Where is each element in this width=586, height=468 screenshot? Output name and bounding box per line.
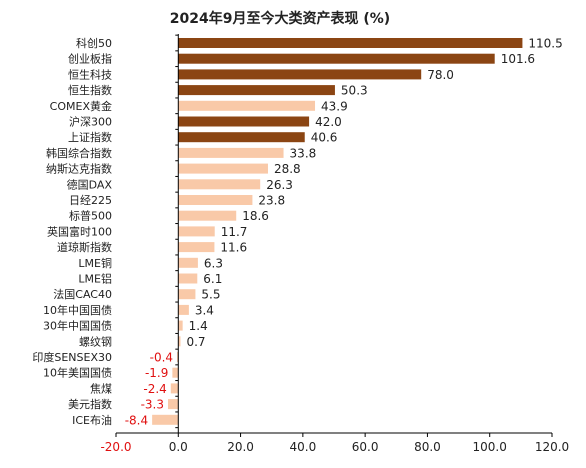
- value-label: 1.4: [189, 319, 208, 333]
- bar: [178, 147, 284, 158]
- value-label: -2.4: [143, 382, 166, 396]
- value-label: 43.9: [321, 99, 348, 113]
- bar: [178, 116, 310, 127]
- category-label: 日经225: [69, 194, 112, 207]
- value-label: -0.4: [150, 351, 173, 365]
- bar: [152, 414, 179, 425]
- value-label: 110.5: [528, 37, 562, 51]
- bar: [178, 320, 183, 331]
- x-tick-label: 120.0: [535, 440, 569, 454]
- bar: [178, 289, 196, 300]
- value-label: 11.6: [220, 241, 247, 255]
- bar: [178, 85, 335, 96]
- category-label: 英国富时100: [47, 224, 112, 238]
- bar: [178, 38, 523, 48]
- bar: [178, 336, 181, 347]
- bar: [178, 53, 495, 64]
- category-label: 螺纹钢: [79, 334, 112, 348]
- category-label: 10年美国国债: [43, 366, 112, 380]
- value-label: 26.3: [266, 178, 293, 192]
- bar: [178, 132, 305, 143]
- value-label: 28.8: [274, 162, 301, 176]
- category-label: 科创50: [76, 36, 112, 50]
- chart-title: 2024年9月至今大类资产表现 (%): [170, 10, 390, 27]
- category-label: 标普500: [69, 209, 112, 223]
- category-label: 德国DAX: [67, 177, 113, 191]
- value-label: 5.5: [201, 288, 220, 302]
- value-label: 78.0: [427, 68, 454, 82]
- bar: [177, 352, 179, 362]
- bar: [178, 304, 189, 315]
- category-label: LME铜: [78, 256, 112, 270]
- category-label: 道琼斯指数: [57, 240, 112, 254]
- bar: [178, 242, 215, 253]
- bar: [178, 163, 268, 174]
- category-label: 韩国综合指数: [46, 146, 112, 160]
- category-label: 法国CAC40: [53, 287, 112, 301]
- x-tick-label: 100.0: [473, 440, 507, 454]
- bar: [178, 273, 198, 284]
- value-label: 101.6: [501, 52, 535, 66]
- value-label: 40.6: [311, 131, 338, 145]
- value-label: 11.7: [221, 225, 248, 239]
- x-tick-label: 0.0: [169, 440, 188, 454]
- bar: [178, 257, 198, 268]
- category-label: COMEX黄金: [50, 99, 112, 113]
- category-label: ICE布油: [72, 413, 112, 427]
- category-label: 沪深300: [69, 115, 112, 129]
- bar: [178, 179, 261, 190]
- bar: [172, 367, 179, 378]
- axes-group: -20.0 0.0 20.0 40.0 60.0 80.0 100.0 120.0: [100, 34, 569, 454]
- value-label: 50.3: [341, 84, 368, 98]
- value-label: -1.9: [145, 366, 168, 380]
- x-tick-label: 20.0: [227, 440, 254, 454]
- category-label: 10年中国国债: [43, 303, 112, 317]
- category-label: 30年中国国债: [43, 319, 112, 333]
- value-label: 42.0: [315, 115, 342, 129]
- bar: [178, 100, 316, 111]
- category-label: 恒生指数: [68, 83, 112, 97]
- bar: [178, 226, 215, 237]
- bar: [178, 69, 422, 80]
- category-label: 上证指数: [68, 130, 112, 144]
- value-label: 6.1: [203, 272, 222, 286]
- bar: [170, 383, 179, 394]
- category-label: 创业板指: [68, 52, 112, 66]
- x-tick-label: 60.0: [352, 440, 379, 454]
- bar: [178, 195, 253, 205]
- value-label: -8.4: [125, 413, 148, 427]
- category-label: 美元指数: [68, 397, 112, 411]
- category-label: LME铝: [78, 272, 112, 286]
- value-label: 33.8: [290, 146, 317, 160]
- value-label: 23.8: [258, 194, 285, 208]
- value-label: 6.3: [204, 256, 223, 270]
- category-label: 恒生科技: [68, 67, 112, 81]
- x-tick-label: 40.0: [290, 440, 317, 454]
- x-tick-label: 80.0: [414, 440, 441, 454]
- value-label: 0.7: [186, 335, 205, 349]
- category-label: 焦煤: [90, 382, 112, 395]
- bar: [168, 399, 179, 410]
- category-label: 纳斯达克指数: [46, 162, 112, 176]
- x-tick-label: -20.0: [100, 440, 131, 454]
- value-label: 18.6: [242, 209, 269, 223]
- value-label: -3.3: [141, 398, 164, 412]
- category-label: 印度SENSEX30: [32, 350, 112, 364]
- bar: [178, 210, 237, 221]
- bars-group: [152, 38, 523, 425]
- value-label: 3.4: [195, 303, 214, 317]
